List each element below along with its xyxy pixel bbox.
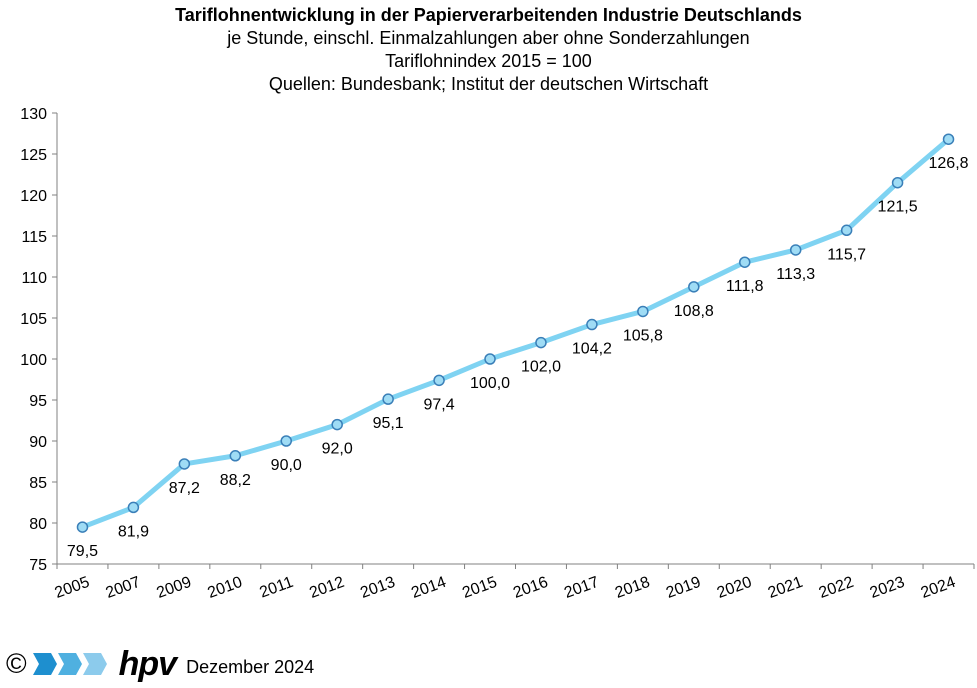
- data-label: 113,3: [776, 266, 815, 283]
- y-tick-label: 80: [29, 516, 47, 533]
- x-tick-label: 2019: [664, 574, 703, 602]
- chart-subtitle-3: Quellen: Bundesbank; Institut der deutsc…: [268, 74, 709, 94]
- data-point-marker: [127, 501, 140, 514]
- data-label: 97,4: [424, 396, 455, 413]
- data-point-marker: [637, 305, 649, 318]
- data-point-marker: [433, 374, 445, 387]
- data-point-marker: [840, 224, 853, 237]
- data-label: 121,5: [878, 199, 918, 216]
- data-label: 79,5: [67, 543, 98, 560]
- chart-subtitle-2: Tariflohnindex 2015 = 100: [385, 51, 592, 71]
- data-point-marker: [229, 450, 242, 462]
- x-tick-label: 2016: [511, 574, 550, 602]
- line-chart: 75 80 85 90 95 100 105 110 115 120 125 130 2005 2007 2…: [20, 106, 975, 602]
- chart-title: Tariflohnentwicklung in der Papierverarb…: [175, 5, 802, 25]
- data-label: 108,8: [674, 303, 714, 320]
- hpv-logo-mark-icon: [32, 653, 107, 675]
- data-label: 88,2: [220, 472, 251, 489]
- y-tick-label: 125: [20, 147, 47, 164]
- data-point-marker: [789, 244, 802, 256]
- data-point-marker: [942, 133, 955, 145]
- x-tick-label: 2015: [460, 574, 499, 602]
- y-tick-label: 130: [20, 106, 47, 123]
- x-tick-label: 2018: [613, 574, 652, 602]
- data-point-marker: [484, 353, 496, 365]
- x-tick-label: 2020: [715, 574, 754, 602]
- x-tick-label: 2012: [307, 574, 346, 602]
- x-tick-label: 2023: [868, 574, 907, 602]
- data-label: 102,0: [521, 359, 561, 376]
- y-tick-label: 110: [21, 270, 47, 287]
- data-point-marker: [535, 336, 547, 349]
- data-label: 81,9: [118, 523, 149, 540]
- y-tick-label: 115: [21, 229, 47, 246]
- x-tick-label: 2005: [53, 574, 92, 602]
- y-tick-label: 85: [29, 475, 47, 492]
- data-label: 90,0: [271, 457, 302, 474]
- x-tick-label: 2007: [104, 574, 143, 602]
- data-label: 105,8: [623, 327, 663, 344]
- x-tick-label: 2024: [919, 574, 958, 602]
- chart-title-block: Tariflohnentwicklung in der Papierverarb…: [0, 4, 977, 96]
- footer: © hpv Dezember 2024: [6, 644, 314, 684]
- y-tick-label: 120: [20, 188, 47, 205]
- y-tick-label: 100: [20, 352, 47, 369]
- x-tick-label: 2017: [562, 574, 601, 602]
- data-label: 100,0: [470, 375, 510, 392]
- data-point-marker: [331, 418, 343, 431]
- data-point-marker: [280, 435, 292, 447]
- data-label: 126,8: [929, 155, 969, 172]
- data-point-marker: [891, 176, 904, 189]
- data-label: 115,7: [827, 246, 866, 263]
- x-tick-label: 2010: [205, 574, 244, 602]
- data-label: 92,0: [322, 441, 353, 458]
- data-label: 95,1: [373, 415, 404, 432]
- data-point-marker: [76, 521, 89, 533]
- data-label: 87,2: [169, 480, 200, 497]
- y-tick-label: 90: [29, 434, 47, 451]
- data-point-marker: [688, 281, 700, 293]
- series-line: [79, 136, 952, 530]
- y-tick-label: 95: [29, 393, 47, 410]
- publication-date: Dezember 2024: [186, 656, 315, 677]
- data-point-marker: [382, 393, 394, 405]
- data-label: 104,2: [572, 341, 612, 358]
- hpv-logo-text: hpv: [118, 645, 177, 683]
- chart-subtitle-1: je Stunde, einschl. Einmalzahlungen aber…: [227, 28, 750, 48]
- y-tick-label: 105: [20, 311, 47, 328]
- data-label: 111,8: [726, 278, 764, 295]
- x-tick-label: 2013: [358, 574, 397, 602]
- data-point-marker: [178, 458, 191, 470]
- x-tick-label: 2011: [257, 574, 295, 602]
- copyright-symbol: ©: [6, 648, 27, 679]
- x-tick-label: 2021: [766, 574, 805, 602]
- data-point-marker: [739, 256, 751, 268]
- data-point-marker: [586, 318, 598, 331]
- x-tick-label: 2009: [154, 574, 193, 602]
- x-tick-label: 2022: [817, 574, 856, 602]
- y-tick-label: 75: [29, 557, 47, 574]
- x-tick-label: 2014: [409, 574, 448, 602]
